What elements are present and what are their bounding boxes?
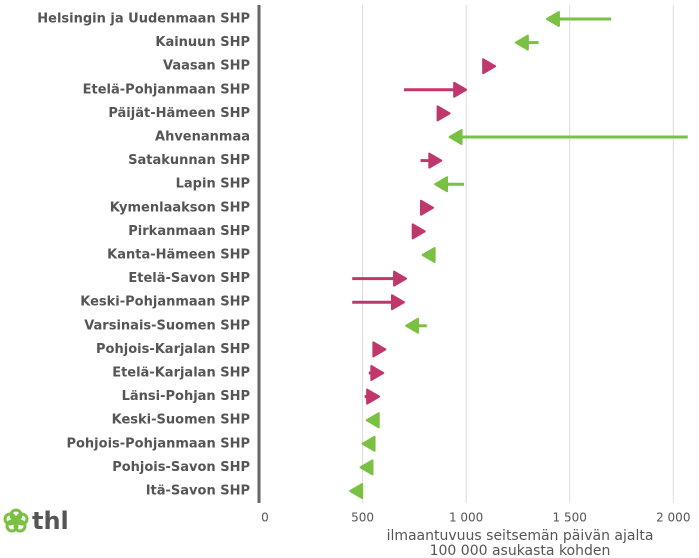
y-tick-label: Lapin SHP xyxy=(176,177,250,192)
x-tick-label: 1 000 xyxy=(449,511,483,525)
x-tick-label: 2 000 xyxy=(656,511,690,525)
y-tick-label: Ahvenanmaa xyxy=(155,130,250,145)
arrow-head xyxy=(391,294,405,311)
arrow-head xyxy=(366,388,381,405)
y-tick-label: Varsinais-Suomen SHP xyxy=(84,318,250,333)
y-tick-label: Itä-Savon SHP xyxy=(146,484,250,499)
arrow-head xyxy=(370,365,385,381)
arrow-head xyxy=(361,435,376,452)
y-tick-label: Etelä-Karjalan SHP xyxy=(112,366,250,381)
arrow-head xyxy=(436,105,451,122)
arrow-head xyxy=(372,341,387,358)
y-tick-label: Kainuun SHP xyxy=(155,35,250,50)
arrow-head xyxy=(393,270,408,287)
y-tick-label: Helsingin ja Uudenmaan SHP xyxy=(37,12,250,27)
arrow-head xyxy=(448,129,463,145)
y-tick-label: Kanta-Hämeen SHP xyxy=(107,248,250,263)
y-tick-label: Pohjois-Pohjanmaan SHP xyxy=(66,436,250,451)
x-axis-label: ilmaantuvuus seitsemän päivän ajalta xyxy=(387,528,654,544)
y-tick-label: Etelä-Savon SHP xyxy=(128,271,250,286)
x-tick-label: 0 xyxy=(261,511,269,525)
arrow-head xyxy=(420,199,434,216)
arrow-head xyxy=(545,11,560,27)
arrow-head xyxy=(365,412,380,429)
y-tick-label: Päijät-Hämeen SHP xyxy=(108,106,250,121)
arrow-head xyxy=(405,317,420,334)
logo-icon xyxy=(3,508,29,533)
y-tick-label: Kymenlaakson SHP xyxy=(110,200,250,215)
logo: thl xyxy=(32,507,69,535)
arrow-head xyxy=(434,176,449,193)
y-tick-label: Pirkanmaan SHP xyxy=(128,224,250,239)
arrow-head xyxy=(421,247,436,263)
x-tick-label: 1 500 xyxy=(553,511,587,525)
y-tick-label: Pohjois-Karjalan SHP xyxy=(96,342,250,357)
y-tick-label: Etelä-Pohjanmaan SHP xyxy=(83,82,250,97)
y-tick-label: Keski-Pohjanmaan SHP xyxy=(80,295,250,310)
arrow-head xyxy=(453,81,468,98)
arrow-head xyxy=(349,483,364,499)
arrow-head xyxy=(359,459,374,476)
arrow-head xyxy=(411,223,426,240)
x-tick-label: 500 xyxy=(351,511,374,525)
y-tick-label: Länsi-Pohjan SHP xyxy=(122,389,250,404)
y-tick-label: Pohjois-Savon SHP xyxy=(112,460,250,475)
y-tick-label: Vaasan SHP xyxy=(163,59,250,74)
x-axis-label: 100 000 asukasta kohden xyxy=(430,543,611,558)
y-tick-label: Satakunnan SHP xyxy=(128,153,250,168)
arrow-head xyxy=(428,152,443,169)
y-tick-label: Keski-Suomen SHP xyxy=(112,413,250,428)
arrow-head xyxy=(482,58,497,75)
arrow-head xyxy=(514,34,529,51)
